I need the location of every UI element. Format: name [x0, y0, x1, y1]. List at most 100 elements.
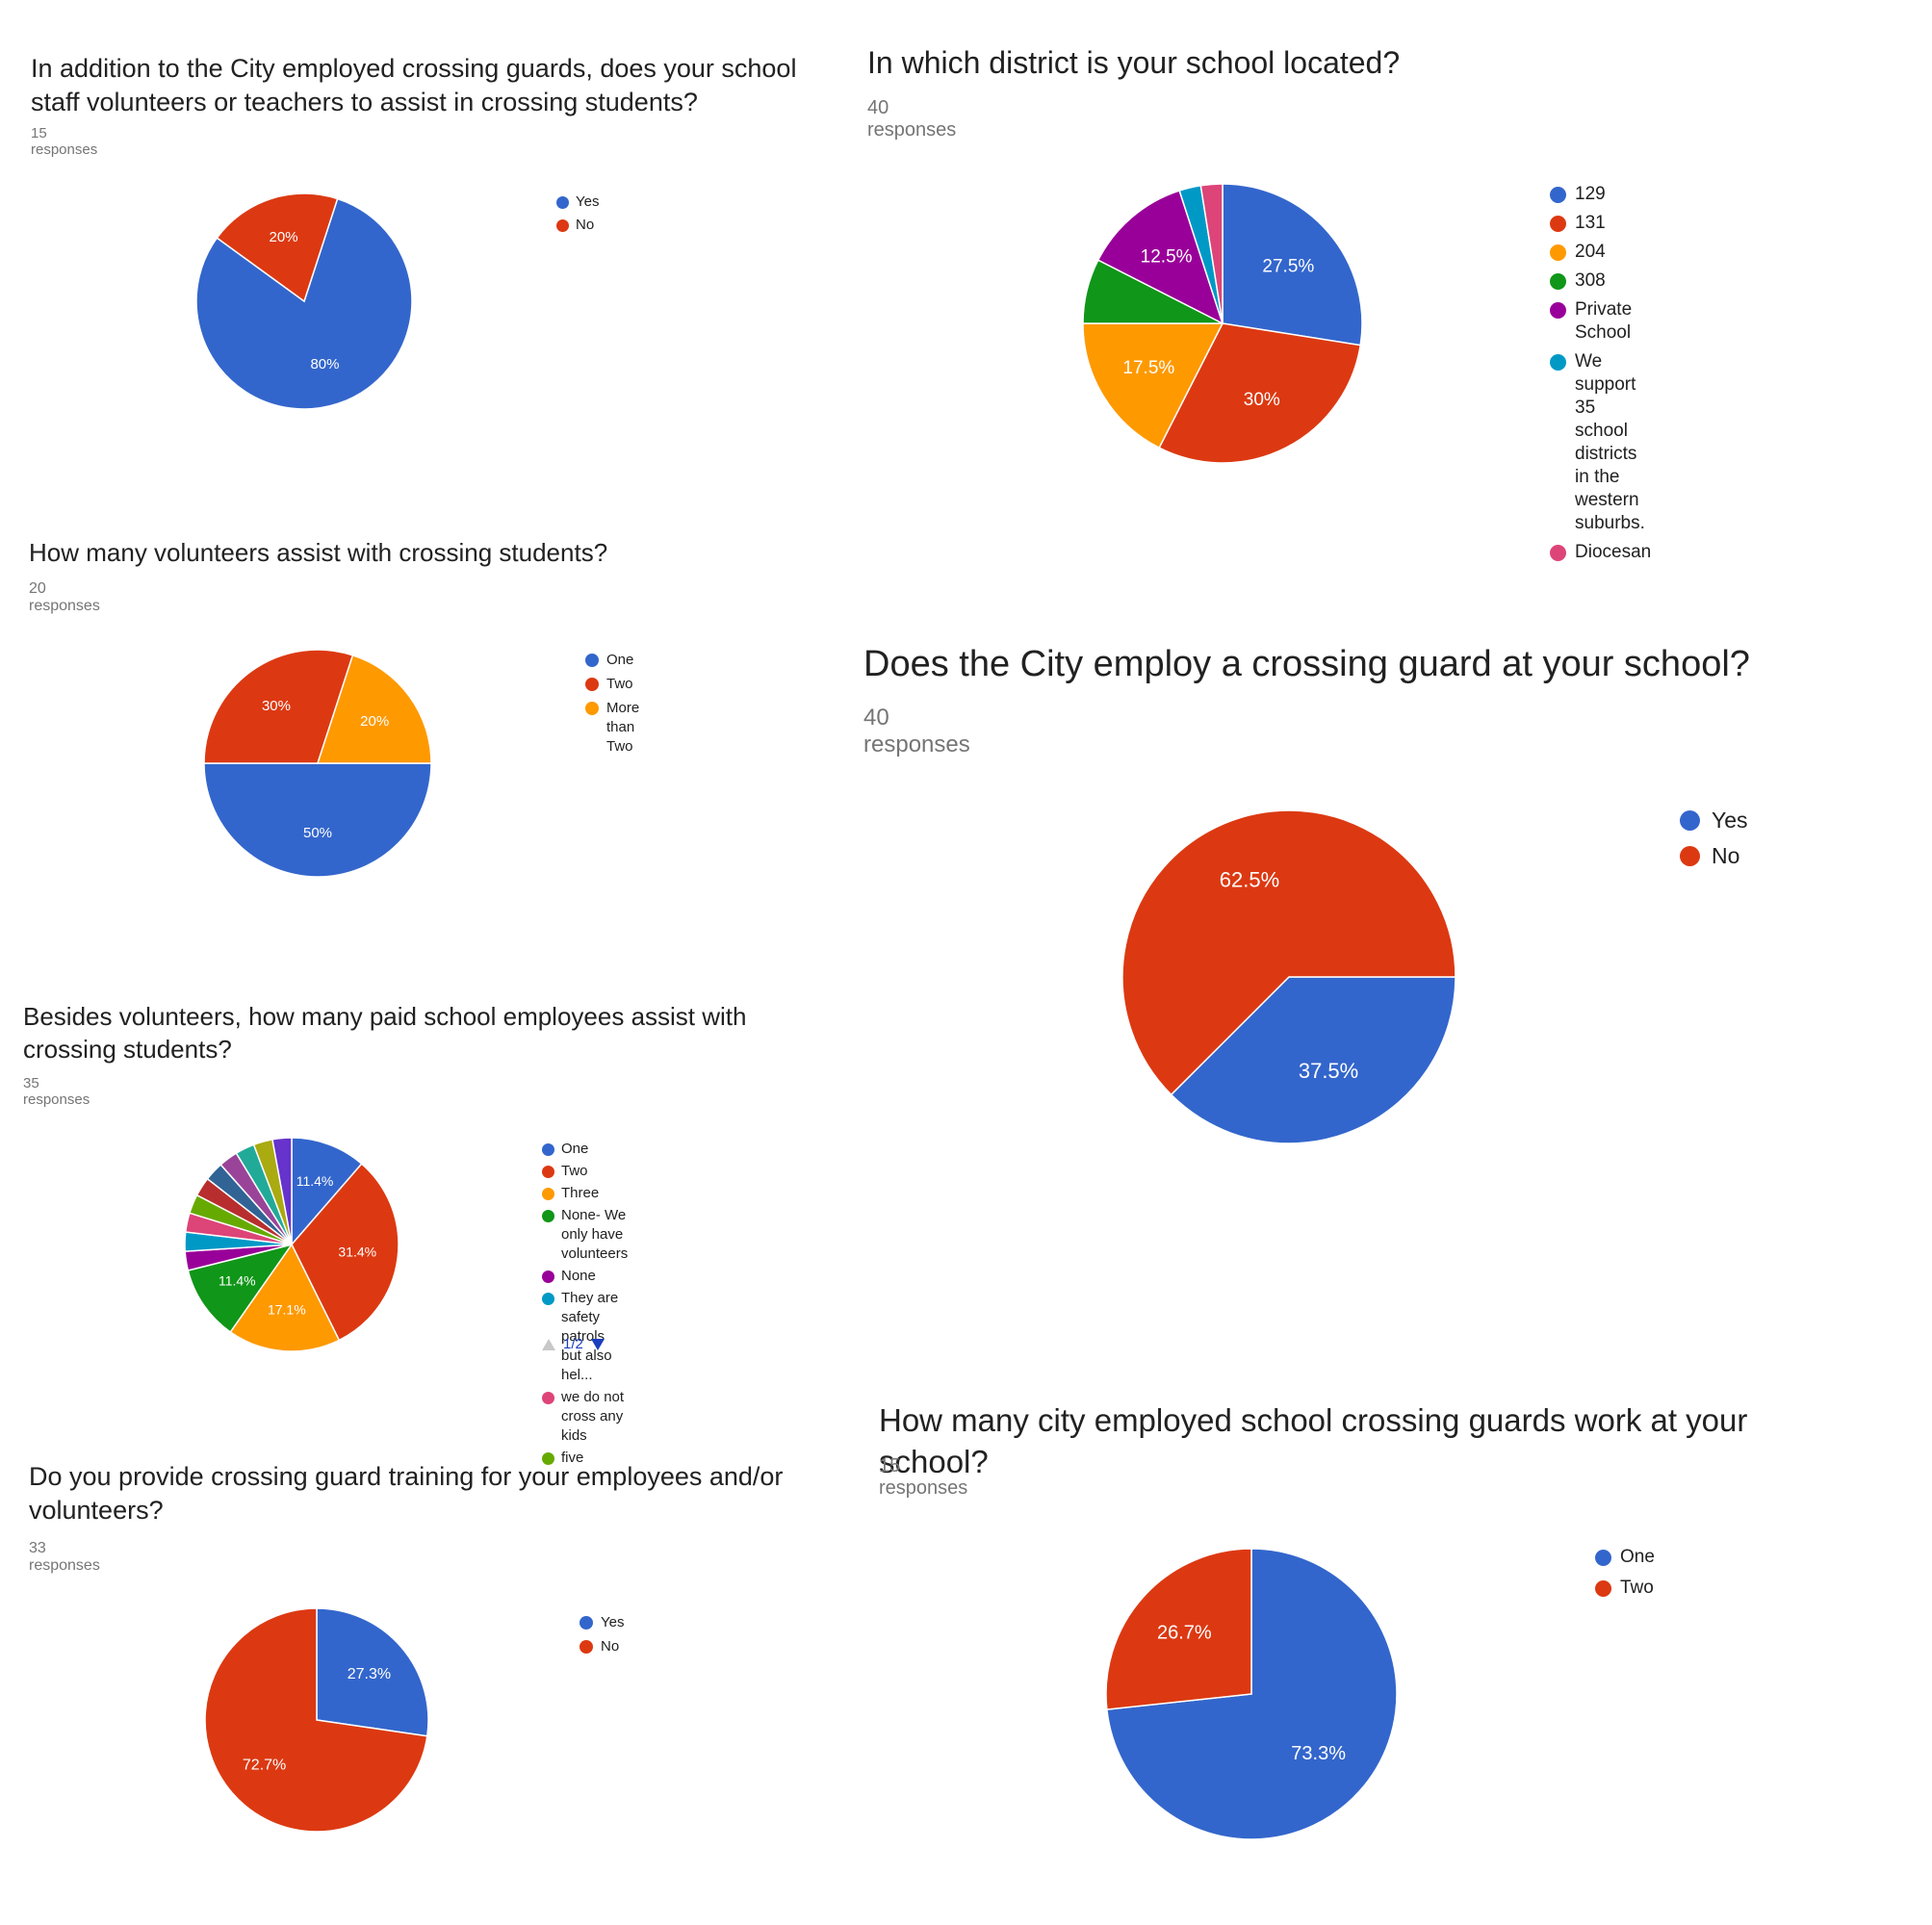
- legend-item-two[interactable]: Two: [542, 1162, 628, 1181]
- pie-slice-no[interactable]: [216, 192, 339, 303]
- pie-slice-no[interactable]: [204, 1607, 428, 1833]
- legend-swatch: [580, 1640, 593, 1654]
- chart-legend: Yes No: [580, 1613, 624, 1661]
- legend-item-none[interactable]: None: [542, 1267, 628, 1286]
- legend-item-more-than-two[interactable]: More than Two: [585, 699, 639, 757]
- legend-swatch: [585, 702, 599, 715]
- legend-item-we-do-not-cross-any-kids[interactable]: we do not cross any kids: [542, 1388, 628, 1446]
- legend-label: No: [1712, 843, 1740, 868]
- pie-slice-one[interactable]: [203, 762, 432, 878]
- legend-label: They are safety patrols but also hel...: [561, 1290, 619, 1383]
- legend-item-no[interactable]: No: [556, 216, 599, 235]
- legend-label: 204: [1575, 242, 1606, 262]
- slice-label: 80%: [310, 356, 339, 372]
- chart-legend: Yes No: [556, 192, 599, 239]
- chart-title: How many city employed school crossing g…: [879, 1402, 1748, 1479]
- legend-item-yes[interactable]: Yes: [1680, 807, 1748, 834]
- pie-slice-diocesan[interactable]: [1199, 183, 1224, 324]
- pie-chart: 80% 20%: [195, 192, 413, 410]
- legend-pager[interactable]: 1/2: [542, 1336, 605, 1352]
- legend-label: One: [606, 652, 634, 668]
- pie-slice-one[interactable]: [291, 1137, 363, 1247]
- legend-item-one[interactable]: One: [585, 651, 639, 670]
- legend-swatch: [542, 1270, 554, 1283]
- legend-item-131[interactable]: 131: [1550, 212, 1651, 235]
- pie-slice-other-13[interactable]: [271, 1137, 293, 1245]
- slice-label: 72.7%: [243, 1757, 286, 1773]
- legend-label: 129: [1575, 184, 1606, 204]
- legend-item-129[interactable]: 129: [1550, 183, 1651, 206]
- legend-label: We support 35 school districts in the we…: [1575, 351, 1645, 533]
- legend-item-yes[interactable]: Yes: [556, 192, 599, 212]
- slice-label: 12.5%: [1141, 247, 1193, 268]
- pie-slice-yes[interactable]: [195, 197, 413, 410]
- legend-label: More than Two: [606, 700, 640, 755]
- legend-swatch: [542, 1292, 554, 1305]
- pie-slice-131[interactable]: [1158, 322, 1362, 464]
- legend-swatch: [542, 1391, 554, 1404]
- pie-slice-204[interactable]: [1082, 322, 1224, 449]
- legend-swatch: [1595, 1549, 1611, 1566]
- slice-label: 26.7%: [1157, 1623, 1212, 1644]
- legend-label: Yes: [1712, 808, 1748, 833]
- legend-item-five[interactable]: five: [542, 1449, 628, 1468]
- chart-title: In addition to the City employed crossin…: [31, 54, 797, 117]
- legend-swatch: [1550, 544, 1566, 561]
- legend-item-204[interactable]: 204: [1550, 241, 1651, 264]
- legend-item-two[interactable]: Two: [585, 675, 639, 694]
- chart-legend: One Two Three None- We only have volunteers…: [542, 1140, 628, 1471]
- legend-item-two[interactable]: Two: [1595, 1577, 1655, 1600]
- pie-slice-yes[interactable]: [316, 1607, 429, 1737]
- slice-label: 17.5%: [1122, 358, 1174, 378]
- pie-slice-yes[interactable]: [1170, 976, 1456, 1144]
- pie-slice-private-school[interactable]: [1096, 190, 1224, 325]
- legend-label: One: [561, 1141, 589, 1157]
- slice-label: 30%: [1244, 390, 1280, 410]
- pie-slice-129[interactable]: [1222, 183, 1363, 346]
- legend-swatch: [556, 195, 569, 209]
- legend-item-diocesan[interactable]: Diocesan: [1550, 541, 1651, 564]
- chart-title: How many volunteers assist with crossing…: [29, 538, 608, 567]
- pie-chart: 27.5% 30% 17.5% 12.5%: [1082, 183, 1363, 464]
- response-count: 40 responses: [863, 705, 970, 757]
- slice-label: 30%: [262, 698, 291, 714]
- legend-swatch: [1550, 186, 1566, 203]
- previous-page-icon[interactable]: [542, 1338, 555, 1350]
- pie-slice-more-than-two[interactable]: [316, 654, 432, 764]
- legend-label: Two: [606, 676, 633, 692]
- pie-slice-no[interactable]: [1121, 809, 1456, 1096]
- legend-item-one[interactable]: One: [542, 1140, 628, 1159]
- legend-item-yes[interactable]: Yes: [580, 1613, 624, 1632]
- response-count: 40 responses: [867, 97, 957, 141]
- slice-label: 11.4%: [219, 1273, 256, 1289]
- legend-swatch: [585, 654, 599, 667]
- slice-label: 73.3%: [1291, 1743, 1346, 1764]
- pie-chart: 27.3% 72.7%: [204, 1607, 429, 1833]
- legend-item-none-we-only-have-volunteers[interactable]: None- We only have volunteers: [542, 1206, 628, 1264]
- legend-swatch: [542, 1187, 554, 1200]
- slice-label: 27.5%: [1262, 257, 1314, 277]
- legend-label: 131: [1575, 213, 1606, 233]
- legend-label: Diocesan: [1575, 542, 1652, 562]
- legend-item-one[interactable]: One: [1595, 1546, 1655, 1569]
- legend-swatch: [1550, 301, 1566, 319]
- pie-chart: 37.5% 62.5%: [1121, 809, 1456, 1144]
- legend-item-no[interactable]: No: [1680, 842, 1748, 869]
- pie-slice-two[interactable]: [291, 1163, 399, 1342]
- next-page-icon[interactable]: [590, 1338, 605, 1350]
- legend-label: Yes: [601, 1614, 625, 1630]
- legend-item-they-are-safety-patrols-but-also-hel[interactable]: They are safety patrols but also hel...: [542, 1289, 628, 1385]
- legend-swatch: [1550, 244, 1566, 261]
- chart-title: Do you provide crossing guard training f…: [29, 1462, 784, 1526]
- legend-item-three[interactable]: Three: [542, 1184, 628, 1203]
- legend-item-no[interactable]: No: [580, 1637, 624, 1656]
- legend-label: No: [576, 217, 595, 233]
- legend-item-308[interactable]: 308: [1550, 270, 1651, 293]
- pie-slice-three[interactable]: [229, 1243, 341, 1352]
- pie-slice-two[interactable]: [1105, 1548, 1252, 1710]
- pie-slice-two[interactable]: [203, 649, 354, 764]
- pie-slice-none-we-only-have-volunteers[interactable]: [187, 1243, 294, 1333]
- legend-item-private-school[interactable]: Private School: [1550, 298, 1651, 345]
- slice-label: 31.4%: [338, 1244, 376, 1259]
- legend-item-we-support-35-school-districts-in-the-we[interactable]: We support 35 school districts in the we…: [1550, 350, 1651, 535]
